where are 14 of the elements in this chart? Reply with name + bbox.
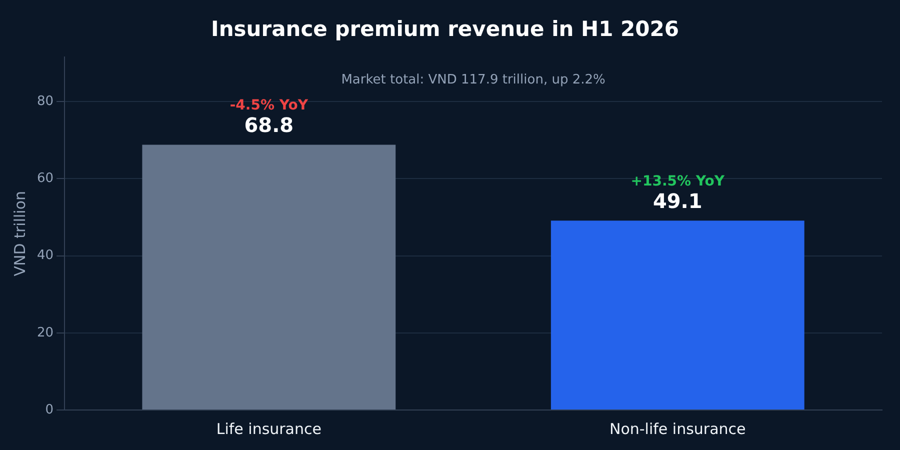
y-tick-label: 80 <box>36 94 54 109</box>
x-tick-label: Life insurance <box>216 420 322 438</box>
data-label: 68.8 <box>244 112 294 137</box>
y-tick-label: 60 <box>36 171 54 186</box>
y-tick-label: 0 <box>45 402 54 418</box>
data-label: 49.1 <box>652 188 702 213</box>
y-tick-label: 40 <box>36 248 54 264</box>
annotation: +13.5% YoY <box>630 173 726 190</box>
chart-title: Insurance premium revenue in H1 2026 <box>211 17 679 42</box>
y-axis-title: VND trillion <box>10 191 29 276</box>
y-tick-label: 20 <box>36 325 54 340</box>
annotation: Market total: VND 117.9 trillion, up 2.2% <box>341 72 606 88</box>
annotation: -4.5% YoY <box>230 97 309 114</box>
x-tick-label: Non-life insurance <box>609 420 746 438</box>
